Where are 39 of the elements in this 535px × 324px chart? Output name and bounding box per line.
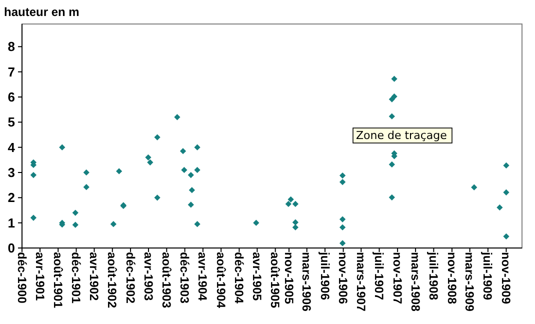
x-tick-label: avr-1902 xyxy=(87,252,102,302)
y-axis-title: hauteur en m xyxy=(4,5,80,19)
x-tick-label: août-1901 xyxy=(50,252,65,308)
y-tick-label: 6 xyxy=(8,90,15,105)
x-tick-label: avr-1901 xyxy=(32,252,47,302)
x-tick-label: juil-1907 xyxy=(372,251,386,300)
x-tick-label: août-1903 xyxy=(159,252,174,308)
y-tick-label: 2 xyxy=(8,190,15,206)
x-tick-label: août-1904 xyxy=(214,252,228,308)
x-tick-label: nov-1909 xyxy=(499,252,514,304)
x-tick-label: déc-1900 xyxy=(14,252,29,304)
x-tick-label: août-1902 xyxy=(105,252,120,308)
x-tick-label: avr-1904 xyxy=(196,252,210,302)
y-tick-label: 5 xyxy=(8,114,15,130)
annotation: Zone de traçage xyxy=(356,129,448,142)
y-tick-label: 1 xyxy=(8,215,15,230)
x-tick-label: mars-1909 xyxy=(462,252,477,312)
x-tick-label: nov-1906 xyxy=(336,252,350,304)
y-tick-label: 3 xyxy=(8,165,15,180)
y-tick-label: 0 xyxy=(8,240,15,256)
x-tick-label: déc-1904 xyxy=(232,252,246,304)
x-tick-label: juil-1908 xyxy=(426,251,440,300)
x-tick-label: déc-1902 xyxy=(123,252,138,304)
x-tick-label: mars-1907 xyxy=(354,252,368,312)
x-tick-label: avr-1905 xyxy=(250,252,264,302)
x-tick-label: déc-1903 xyxy=(178,252,192,304)
x-tick-label: juil-1909 xyxy=(480,251,495,300)
x-tick-label: nov-1908 xyxy=(444,252,459,304)
x-tick-label: nov-1905 xyxy=(282,252,296,304)
x-tick-label: avr-1903 xyxy=(141,252,156,302)
x-tick-label: nov-1907 xyxy=(390,252,404,304)
y-tick-label: 7 xyxy=(8,64,15,80)
x-tick-label: mars-1906 xyxy=(300,252,314,312)
x-tick-label: déc-1901 xyxy=(69,252,84,304)
x-tick-label: août-1905 xyxy=(268,252,282,308)
y-tick-label: 4 xyxy=(8,140,16,155)
x-tick-label: juil-1906 xyxy=(318,251,332,300)
y-tick-label: 8 xyxy=(8,39,15,54)
x-tick-label: mars-1908 xyxy=(408,252,422,312)
